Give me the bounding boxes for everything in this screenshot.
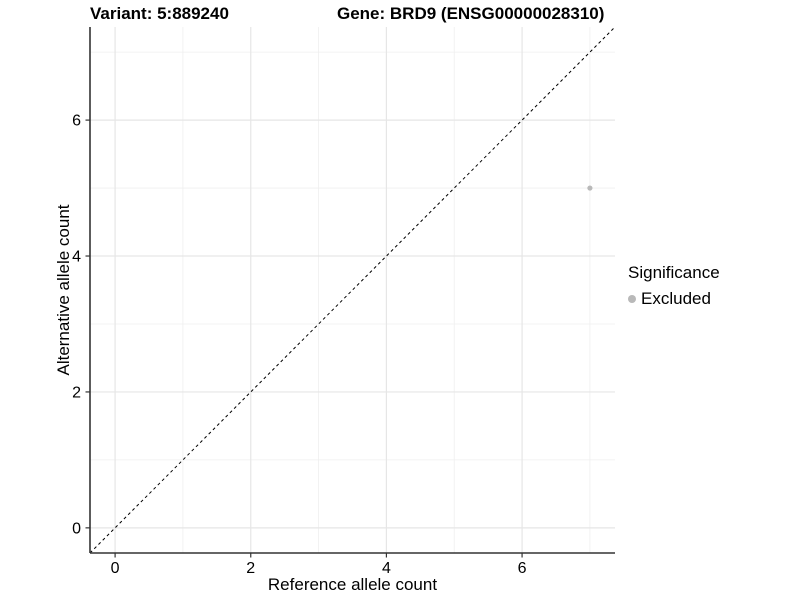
x-tick-label: 4 xyxy=(382,560,391,577)
y-tick-label: 2 xyxy=(72,384,81,401)
legend: Significance Excluded xyxy=(628,263,720,309)
x-tick-label: 2 xyxy=(246,560,255,577)
legend-item-excluded: Excluded xyxy=(628,289,720,309)
data-point xyxy=(587,185,593,191)
y-tick-label: 0 xyxy=(72,520,81,537)
legend-title: Significance xyxy=(628,263,720,282)
plot-panel: 0 2 4 6 0 2 4 6 xyxy=(72,26,616,577)
y-tick-label: 6 xyxy=(72,113,81,130)
plot-title-variant: Variant: 5:889240 xyxy=(90,4,229,23)
y-axis-title: Alternative allele count xyxy=(54,204,73,376)
x-tick-label: 6 xyxy=(518,560,527,577)
y-tick-label: 4 xyxy=(72,249,81,266)
x-axis-title: Reference allele count xyxy=(267,575,438,594)
legend-item-label: Excluded xyxy=(641,289,711,308)
legend-point-icon xyxy=(628,295,636,303)
plot-title-gene: Gene: BRD9 (ENSG00000028310) xyxy=(337,4,605,23)
x-tick-label: 0 xyxy=(111,560,120,577)
identity-line xyxy=(89,26,616,554)
